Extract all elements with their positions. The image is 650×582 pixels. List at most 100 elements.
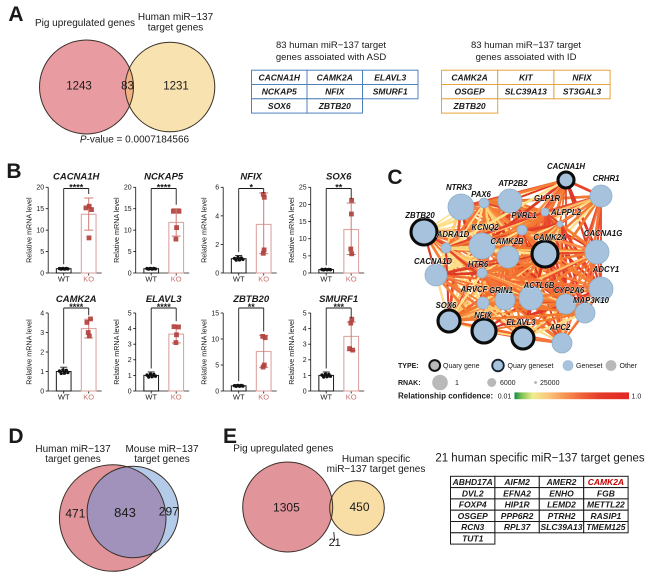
svg-text:0: 0	[303, 388, 307, 395]
svg-text:RCN3: RCN3	[461, 522, 484, 532]
svg-text:ELAVL3: ELAVL3	[374, 72, 406, 82]
svg-text:RPL37: RPL37	[504, 522, 532, 532]
svg-text:NTRK3: NTRK3	[446, 183, 473, 192]
svg-text:EFNA2: EFNA2	[503, 488, 531, 498]
svg-text:FGB: FGB	[597, 488, 615, 498]
svg-text:Relative mRNA level: Relative mRNA level	[112, 197, 121, 263]
svg-text:target genes: target genes	[134, 454, 190, 465]
svg-text:HIP1R: HIP1R	[505, 500, 531, 510]
svg-text:3: 3	[40, 330, 44, 337]
svg-text:E: E	[223, 425, 237, 448]
svg-text:Quary geneset: Quary geneset	[508, 363, 554, 370]
svg-text:0.01: 0.01	[498, 394, 512, 401]
svg-text:DVL2: DVL2	[462, 488, 484, 498]
svg-text:NFIX: NFIX	[572, 72, 593, 82]
svg-text:CAMK2A: CAMK2A	[588, 477, 624, 487]
svg-text:1: 1	[40, 369, 44, 376]
svg-text:Pig upregulated genes: Pig upregulated genes	[233, 444, 333, 455]
svg-text:Other: Other	[620, 363, 638, 370]
svg-text:Relative mRNA level: Relative mRNA level	[287, 319, 296, 385]
svg-text:Relative mRNA level: Relative mRNA level	[200, 319, 209, 385]
svg-text:5: 5	[215, 362, 219, 369]
svg-text:450: 450	[349, 500, 369, 514]
svg-text:****: ****	[157, 183, 172, 193]
svg-text:5: 5	[303, 310, 307, 317]
svg-text:2: 2	[128, 357, 132, 364]
svg-text:CAMK2A: CAMK2A	[56, 294, 97, 305]
svg-text:CACNA1H: CACNA1H	[258, 72, 300, 82]
svg-text:CACNA1H: CACNA1H	[53, 172, 101, 183]
svg-text:Relative mRNA level: Relative mRNA level	[112, 319, 121, 385]
svg-text:21 human specific miR−137 targ: 21 human specific miR−137 target genes	[435, 453, 645, 465]
svg-text:0: 0	[40, 270, 44, 277]
svg-text:NCKAP5: NCKAP5	[262, 87, 297, 97]
svg-text:AIFM2: AIFM2	[503, 477, 530, 487]
svg-text:471: 471	[65, 507, 85, 521]
svg-text:NFIX: NFIX	[240, 172, 262, 183]
svg-text:10: 10	[124, 228, 132, 235]
svg-text:ATP2B2: ATP2B2	[497, 179, 528, 188]
svg-text:Human miR−137: Human miR−137	[35, 444, 111, 455]
svg-text:0: 0	[303, 270, 307, 277]
svg-text:SLC39A13: SLC39A13	[505, 87, 547, 97]
svg-text:21: 21	[329, 537, 341, 549]
svg-text:****: ****	[69, 302, 84, 312]
svg-text:HTR6: HTR6	[468, 260, 489, 269]
svg-text:15: 15	[299, 219, 307, 226]
svg-text:OSGEP: OSGEP	[458, 511, 489, 521]
svg-text:2: 2	[40, 349, 44, 356]
svg-text:CAMK2B: CAMK2B	[490, 237, 524, 246]
svg-text:MAP3K10: MAP3K10	[573, 296, 610, 305]
svg-text:2: 2	[215, 242, 219, 249]
svg-text:CACNA1G: CACNA1G	[584, 229, 623, 238]
svg-text:NCKAP5: NCKAP5	[144, 172, 184, 183]
svg-text:Pig upregulated genes: Pig upregulated genes	[35, 18, 135, 29]
svg-text:ST3GAL3: ST3GAL3	[563, 87, 602, 97]
svg-text:KCNQ2: KCNQ2	[471, 223, 499, 232]
svg-text:15: 15	[36, 206, 44, 213]
svg-text:SOX6: SOX6	[436, 301, 457, 310]
svg-text:KO: KO	[258, 275, 269, 284]
svg-text:15: 15	[211, 310, 219, 317]
svg-text:CYP2A6: CYP2A6	[554, 286, 585, 295]
svg-text:0: 0	[215, 388, 219, 395]
svg-text:***: ***	[333, 302, 344, 312]
svg-text:A: A	[8, 3, 23, 26]
svg-text:SMURF1: SMURF1	[373, 87, 408, 97]
svg-text:1: 1	[128, 373, 132, 380]
svg-text:LEMD2: LEMD2	[547, 500, 576, 510]
svg-text:SOX6: SOX6	[268, 101, 291, 111]
svg-text:WT: WT	[58, 393, 70, 402]
svg-text:CAMK2A: CAMK2A	[533, 233, 567, 242]
svg-text:1243: 1243	[66, 81, 92, 93]
svg-text:KO: KO	[346, 275, 357, 284]
svg-text:1231: 1231	[163, 81, 189, 93]
svg-text:**: **	[248, 302, 256, 312]
svg-text:ZBTB20: ZBTB20	[404, 211, 435, 220]
svg-text:target genes: target genes	[148, 22, 204, 33]
svg-text:Human miR−137: Human miR−137	[138, 12, 214, 23]
svg-text:genes assoiated with ID: genes assoiated with ID	[476, 52, 577, 63]
svg-text:ADRA1D: ADRA1D	[436, 230, 470, 239]
svg-text:PTRH2: PTRH2	[548, 511, 576, 521]
svg-text:CAMK2A: CAMK2A	[317, 72, 353, 82]
svg-text:WT: WT	[233, 275, 245, 284]
svg-text:KO: KO	[171, 393, 182, 402]
svg-text:83 human miR−137 target: 83 human miR−137 target	[276, 40, 386, 51]
svg-text:1.0: 1.0	[632, 394, 642, 401]
svg-text:ABHD17A: ABHD17A	[452, 477, 493, 487]
svg-text:METTL22: METTL22	[587, 500, 625, 510]
svg-text:2: 2	[303, 357, 307, 364]
svg-text:CAMK2A: CAMK2A	[451, 72, 487, 82]
svg-text:PPP6R2: PPP6R2	[501, 511, 534, 521]
svg-text:ARVCF: ARVCF	[460, 285, 488, 294]
svg-text:ACTL6B: ACTL6B	[523, 281, 555, 290]
svg-text:Relative mRNA level: Relative mRNA level	[287, 197, 296, 263]
svg-text:TYPE:: TYPE:	[398, 363, 419, 370]
svg-text:ELAVL3: ELAVL3	[146, 294, 182, 305]
svg-text:0: 0	[215, 270, 219, 277]
svg-text:KO: KO	[346, 393, 357, 402]
svg-text:KO: KO	[258, 393, 269, 402]
svg-text:WT: WT	[233, 393, 245, 402]
svg-text:4: 4	[40, 310, 44, 317]
